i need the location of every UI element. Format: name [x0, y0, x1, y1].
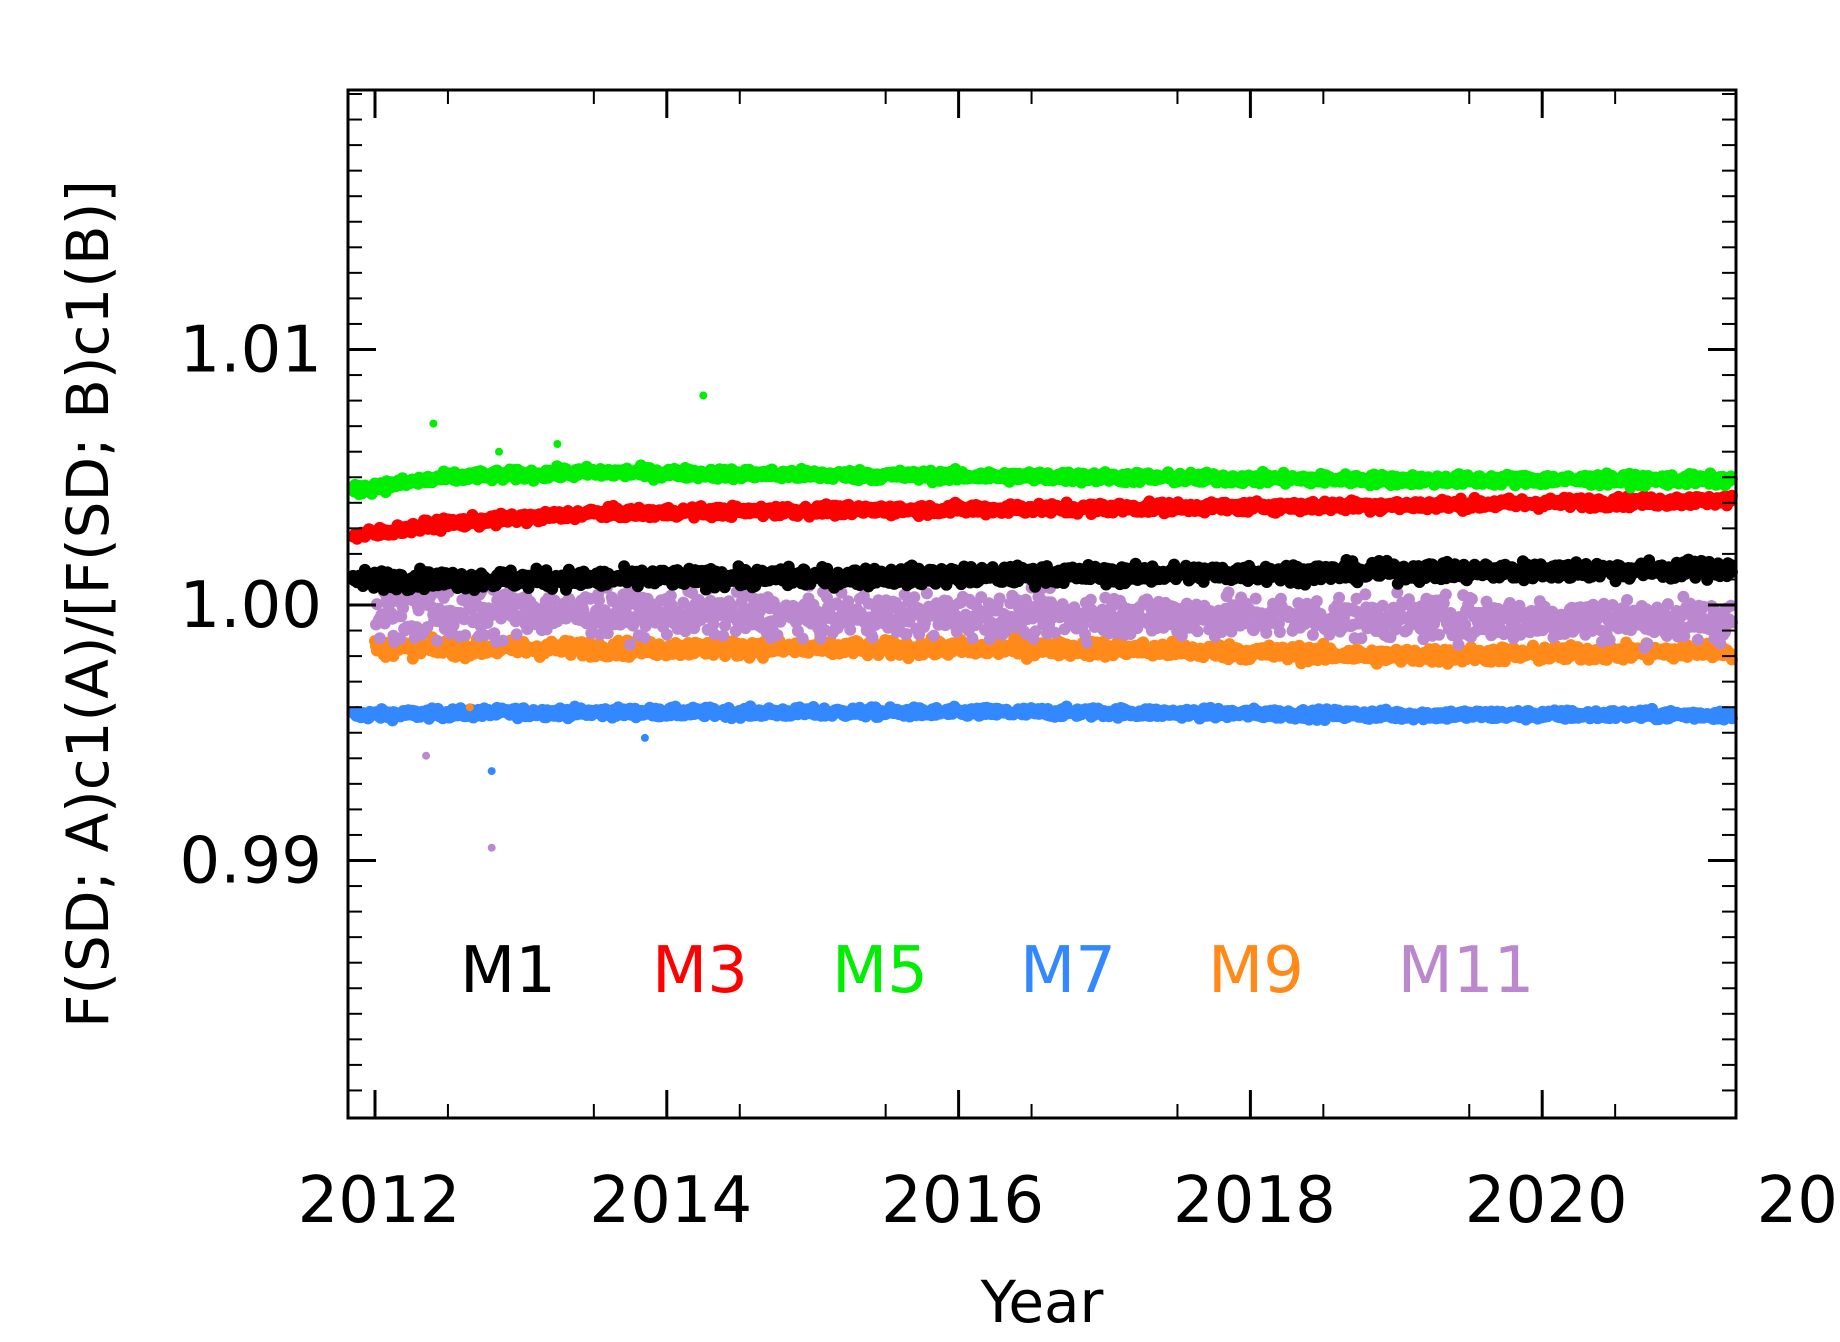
scatter-point [1641, 637, 1654, 650]
scatter-point [510, 628, 523, 641]
scatter-point [908, 591, 921, 604]
scatter-point [844, 623, 857, 636]
scatter-point [1310, 595, 1323, 608]
scatter-point [1452, 638, 1465, 651]
scatter-point [1465, 593, 1478, 606]
scatter-point [1249, 592, 1262, 605]
scatter-point [459, 629, 472, 642]
scatter-point [1333, 591, 1346, 604]
scatter-point [373, 632, 386, 645]
scatter-point [1273, 626, 1286, 638]
scatter-point [1603, 634, 1616, 646]
scatter-point [717, 629, 730, 642]
scatter-point [624, 638, 637, 651]
scatter-point [638, 631, 651, 644]
scatter-point [1191, 625, 1204, 638]
scatter-point [927, 629, 940, 642]
scatter-point [771, 629, 784, 642]
scatter-point [1084, 593, 1097, 606]
scatter-point [1439, 588, 1452, 601]
scatter-point [1355, 632, 1368, 645]
scatter-point [1222, 586, 1235, 599]
scatter-point [796, 632, 809, 645]
scatter-point [660, 628, 673, 641]
series-m7 [347, 700, 1738, 727]
scatter-point [497, 634, 509, 647]
scatter-point [1691, 633, 1704, 646]
scatter-point [1080, 636, 1093, 649]
scatter-point [966, 632, 979, 645]
scatter-point [1621, 594, 1634, 606]
scatter-point [431, 634, 444, 647]
scatter-point [866, 631, 879, 644]
scatter-point [1359, 588, 1372, 601]
scatter-point [993, 592, 1006, 605]
data-marks [347, 391, 1738, 852]
